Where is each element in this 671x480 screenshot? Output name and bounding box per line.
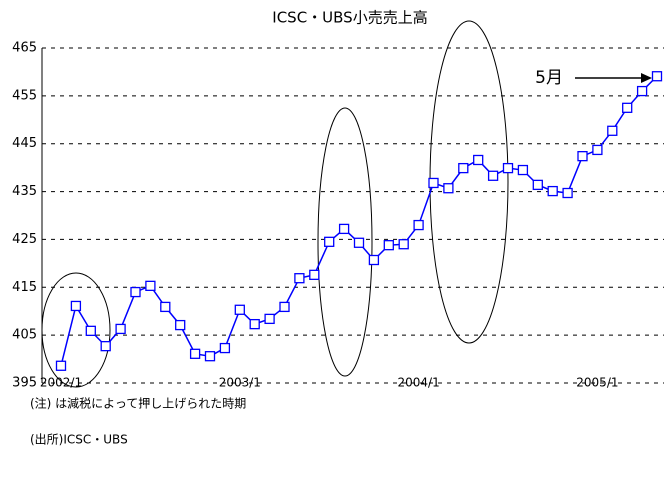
data-point: [368, 254, 380, 266]
data-point: [487, 170, 499, 181]
data-point: [249, 318, 260, 330]
y-tick-label: 415: [12, 280, 37, 295]
data-point: [175, 319, 186, 331]
data-point: [622, 102, 633, 113]
data-point: [100, 340, 111, 352]
data-point: [204, 351, 216, 362]
y-tick-label: 445: [12, 136, 37, 151]
highlight-ellipse: [41, 272, 111, 388]
data-point: [189, 348, 201, 359]
data-point: [502, 162, 514, 174]
highlight-ellipse: [429, 20, 509, 344]
data-point: [651, 71, 663, 82]
y-tick-label: 395: [12, 376, 37, 391]
data-point: [562, 187, 573, 199]
y-tick-label: 425: [12, 232, 37, 247]
data-point: [413, 219, 424, 231]
x-tick-label: 2005/1: [576, 376, 618, 390]
data-point: [85, 325, 96, 336]
x-tick-label: 2004/1: [397, 376, 439, 390]
x-tick-label: 2002/1: [40, 376, 82, 390]
data-point: [398, 239, 409, 250]
data-point: [294, 273, 305, 284]
annotation: 5月: [535, 68, 563, 88]
data-point: [443, 183, 454, 194]
chart-title: ICSC・UBS小売売上高: [272, 9, 427, 27]
annotation-arrowhead: [641, 73, 652, 83]
y-tick-label: 455: [12, 88, 37, 103]
y-tick-label: 435: [12, 184, 37, 199]
data-point: [338, 223, 350, 235]
data-point: [636, 85, 648, 97]
data-point: [145, 280, 156, 292]
data-point: [130, 286, 141, 298]
x-tick-label: 2003/1: [219, 376, 261, 390]
data-point: [55, 360, 67, 371]
data-point: [219, 342, 231, 354]
data-point: [309, 269, 320, 280]
data-point: [234, 304, 245, 315]
note: (出所)ICSC・UBS: [30, 433, 128, 447]
data-point: [324, 236, 335, 247]
data-point: [517, 164, 529, 176]
data-point: [473, 154, 484, 166]
note: (注) は減税によって押し上げられた時期: [30, 396, 246, 411]
data-point: [115, 323, 126, 335]
data-point: [264, 313, 275, 325]
data-point: [160, 301, 171, 313]
data-point: [70, 300, 82, 312]
data-point: [428, 177, 439, 189]
data-point: [592, 144, 603, 156]
data-point: [577, 151, 588, 162]
y-tick-label: 465: [12, 41, 37, 56]
y-tick-label: 405: [12, 328, 37, 343]
data-point: [383, 240, 394, 251]
data-point: [532, 179, 543, 191]
data-point: [353, 237, 365, 248]
data-point: [607, 125, 618, 136]
highlight-ellipse: [317, 107, 373, 377]
series-line: [60, 75, 658, 366]
data-point: [279, 301, 290, 313]
data-point: [547, 185, 558, 197]
data-point: [458, 162, 469, 174]
